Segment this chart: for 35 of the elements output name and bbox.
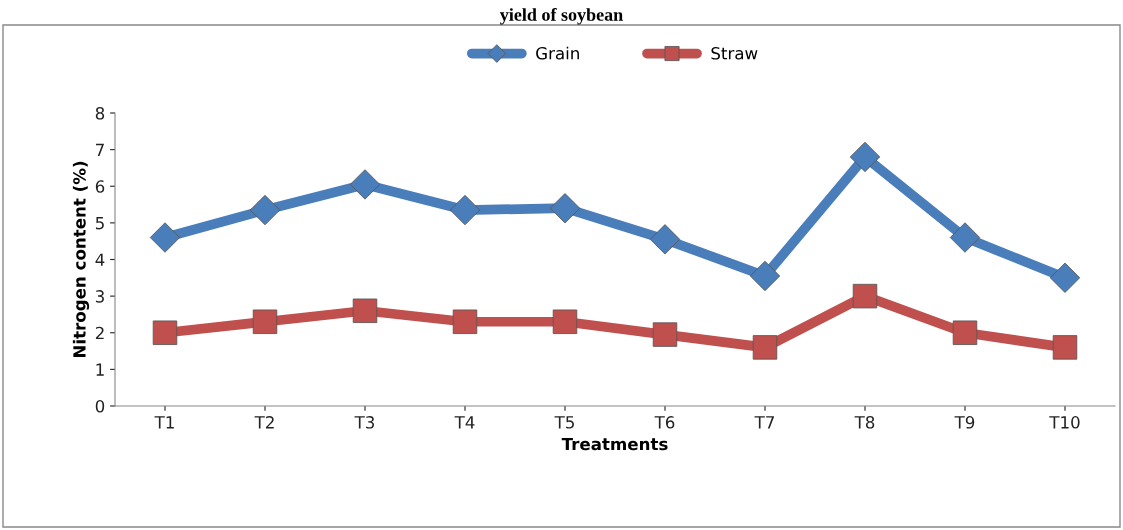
y-tick-label: 7 <box>96 143 104 156</box>
y-tick-label: 5 <box>95 217 104 230</box>
y-tick-label: 2 <box>95 326 104 340</box>
legend-label: Grain <box>536 46 579 60</box>
y-tick-label: 6 <box>95 180 105 193</box>
chart-title: yield of soybean <box>499 7 623 25</box>
x-tick-label: T5 <box>554 416 574 429</box>
point <box>852 283 878 309</box>
x-tick-label: T1 <box>154 416 174 429</box>
point <box>849 141 881 173</box>
y-tick-label: 8 <box>95 106 105 120</box>
point <box>249 194 281 226</box>
point <box>1049 262 1081 293</box>
x-axis-title: Treatments <box>561 437 668 451</box>
point <box>549 193 581 224</box>
x-tick-label: T4 <box>454 416 475 429</box>
point <box>652 322 678 347</box>
y-tick-label: 4 <box>95 253 105 266</box>
point <box>752 335 778 360</box>
x-tick-label: T8 <box>854 416 875 429</box>
legend-label: Straw <box>711 47 758 60</box>
x-tick-label: T7 <box>754 416 774 429</box>
point <box>252 309 278 334</box>
point <box>749 260 781 292</box>
y-tick-label: 0 <box>95 399 105 413</box>
x-tick-label: T10 <box>1049 416 1080 429</box>
y-tick-label: 3 <box>95 290 104 303</box>
point <box>152 320 178 345</box>
x-tick-label: T9 <box>954 416 975 429</box>
x-tick-label: T2 <box>254 416 274 429</box>
y-axis-title: Nitrogen content (%) <box>72 161 90 358</box>
y-tick-label: 1 <box>96 363 104 376</box>
point <box>449 194 481 226</box>
x-tick-label: T3 <box>354 416 375 429</box>
x-tick-label: T6 <box>654 416 675 429</box>
